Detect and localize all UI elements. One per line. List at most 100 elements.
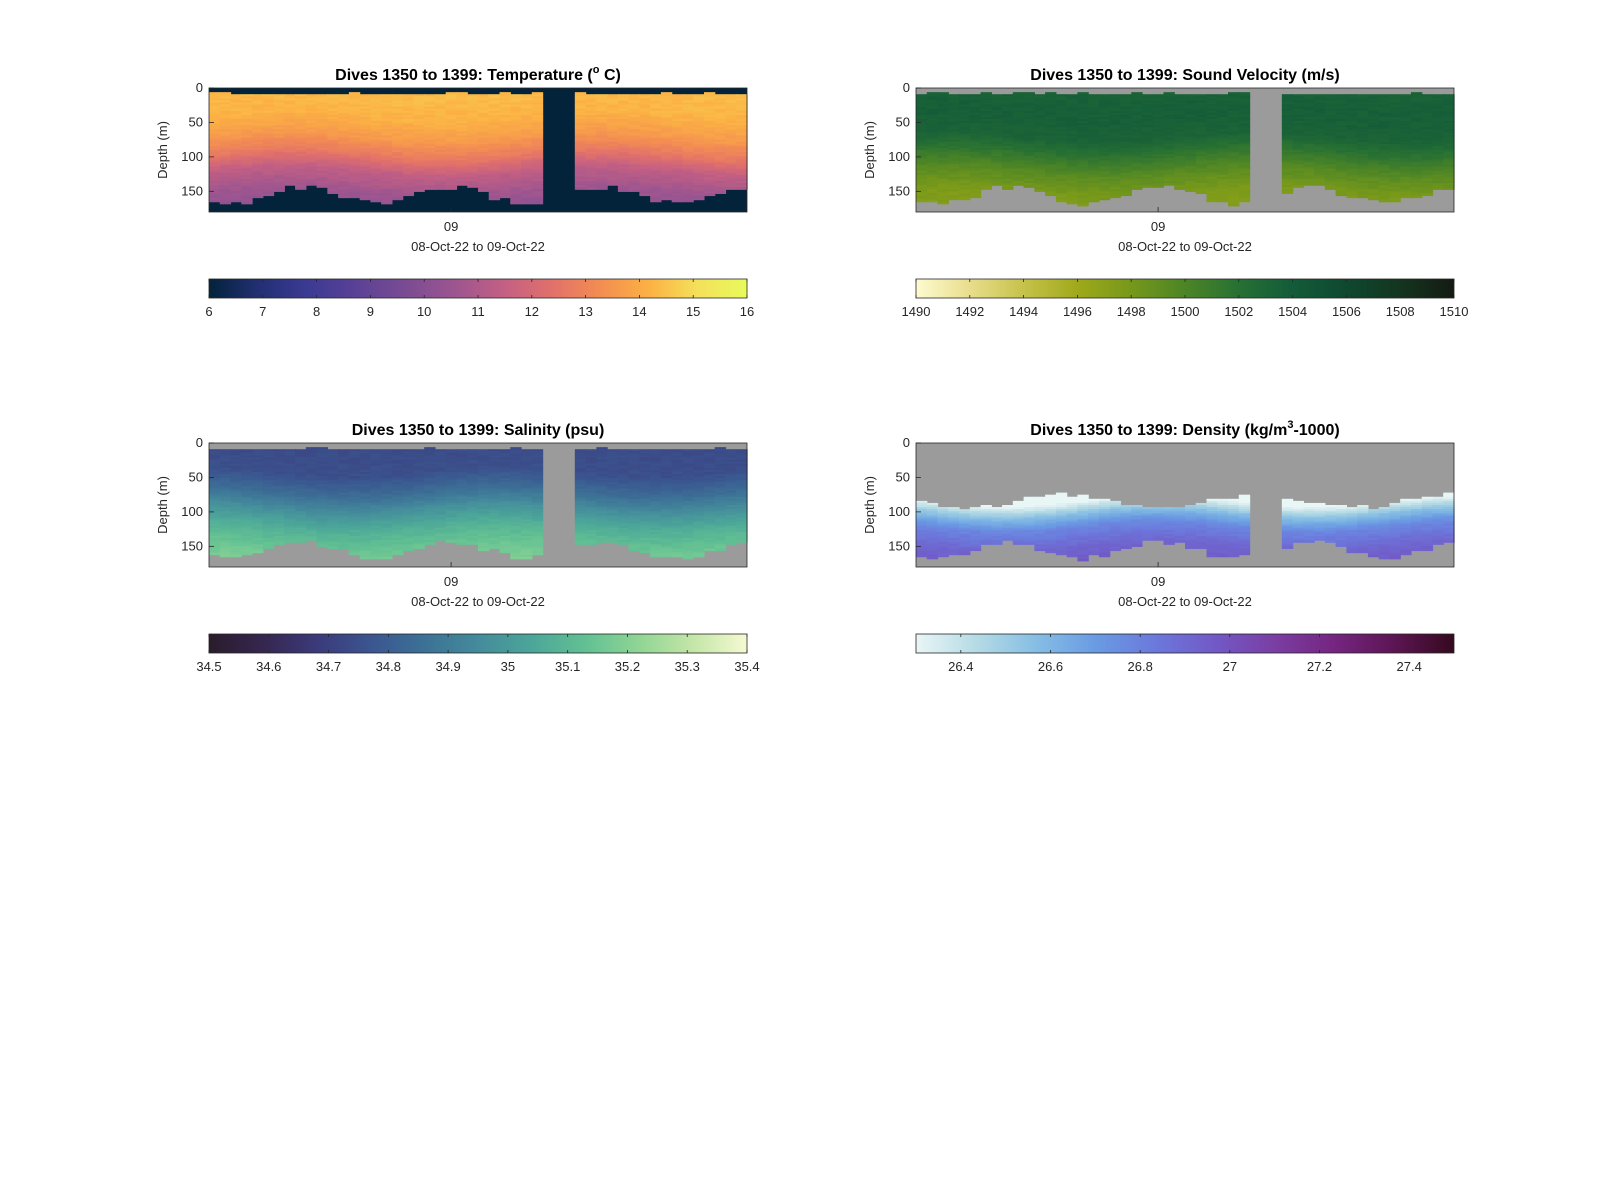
data-cell xyxy=(725,143,737,147)
data-cell xyxy=(284,104,296,108)
data-cell xyxy=(1109,176,1122,180)
data-cell xyxy=(948,152,960,155)
data-cell xyxy=(510,125,522,128)
data-cell xyxy=(1131,92,1143,95)
data-cell xyxy=(660,164,673,168)
data-cell xyxy=(1400,114,1412,118)
data-cell xyxy=(1400,154,1412,157)
data-cell xyxy=(1410,145,1423,149)
data-cell xyxy=(252,94,264,97)
data-cell xyxy=(478,170,490,174)
data-cell xyxy=(488,152,501,155)
data-cell xyxy=(1131,125,1143,128)
data-cell xyxy=(252,480,264,483)
data-cell xyxy=(295,176,307,180)
data-cell xyxy=(937,156,949,159)
data-cell xyxy=(1217,156,1229,159)
data-cell xyxy=(1314,108,1326,112)
data-cell xyxy=(478,129,490,132)
data-cell xyxy=(467,178,479,182)
data-cell xyxy=(1120,96,1132,99)
data-cell xyxy=(209,515,221,518)
data-cell xyxy=(617,143,630,147)
data-cell xyxy=(703,147,716,151)
data-cell xyxy=(1185,152,1197,155)
data-cell xyxy=(510,174,522,178)
data-cell xyxy=(381,168,393,172)
data-cell xyxy=(703,129,716,132)
data-cell xyxy=(1367,158,1380,161)
data-cell xyxy=(413,174,425,178)
data-cell xyxy=(1120,185,1132,188)
data-cell xyxy=(1324,172,1337,176)
data-cell xyxy=(284,147,296,151)
data-cell xyxy=(1185,150,1197,153)
data-cell xyxy=(241,529,253,533)
data-cell xyxy=(1195,100,1208,104)
data-cell xyxy=(1195,156,1208,159)
data-cell xyxy=(585,162,597,166)
data-cell xyxy=(1410,119,1423,122)
data-cell xyxy=(521,154,533,157)
colorbar-tick-label: 1500 xyxy=(1171,304,1200,319)
data-cell xyxy=(230,554,242,558)
data-cell xyxy=(381,197,393,201)
data-cell xyxy=(1098,170,1111,174)
data-cell xyxy=(574,98,587,101)
data-cell xyxy=(639,145,651,149)
data-cell xyxy=(402,139,415,143)
data-cell xyxy=(1120,166,1132,170)
data-cell xyxy=(574,156,587,159)
data-cell xyxy=(1389,141,1401,145)
data-cell xyxy=(1303,110,1315,114)
data-cell xyxy=(1185,139,1197,143)
data-cell xyxy=(574,170,587,174)
data-cell xyxy=(348,174,361,178)
data-cell xyxy=(402,116,415,120)
data-cell xyxy=(1346,143,1358,147)
data-cell xyxy=(273,143,285,147)
data-cell xyxy=(467,112,479,116)
data-cell xyxy=(327,164,339,168)
data-cell xyxy=(1346,166,1358,170)
data-cell xyxy=(1400,170,1412,174)
data-cell xyxy=(424,133,436,137)
data-cell xyxy=(1034,172,1046,176)
data-cell xyxy=(725,139,737,143)
data-cell xyxy=(1378,143,1391,147)
data-cell xyxy=(1206,133,1218,137)
data-cell xyxy=(1055,131,1068,135)
data-cell xyxy=(1292,114,1304,118)
data-cell xyxy=(703,123,716,126)
data-cell xyxy=(959,185,971,188)
data-cell xyxy=(531,143,544,147)
data-cell xyxy=(434,164,447,168)
data-cell xyxy=(916,187,928,190)
data-cell xyxy=(617,145,630,149)
data-cell xyxy=(305,137,318,141)
data-cell xyxy=(478,168,490,172)
data-cell xyxy=(434,172,447,176)
data-cell xyxy=(252,176,264,180)
data-cell xyxy=(1378,183,1391,186)
data-cell xyxy=(391,112,404,116)
data-cell xyxy=(1378,154,1391,157)
data-cell xyxy=(1185,166,1197,170)
data-cell xyxy=(1281,185,1294,188)
data-cell xyxy=(1163,143,1175,147)
data-cell xyxy=(370,176,382,180)
data-cell xyxy=(402,191,415,194)
colorbar-tick-label: 1496 xyxy=(1063,304,1092,319)
data-cell xyxy=(1109,162,1122,166)
data-cell xyxy=(1400,160,1412,163)
data-cell xyxy=(434,137,447,141)
data-cell xyxy=(607,176,619,180)
data-cell xyxy=(316,112,328,116)
data-cell xyxy=(445,108,458,112)
data-cell xyxy=(574,176,587,180)
data-cell xyxy=(959,150,971,153)
data-cell xyxy=(209,98,221,101)
data-cell xyxy=(391,137,404,141)
data-cell xyxy=(1152,112,1165,116)
data-cell xyxy=(660,131,673,135)
